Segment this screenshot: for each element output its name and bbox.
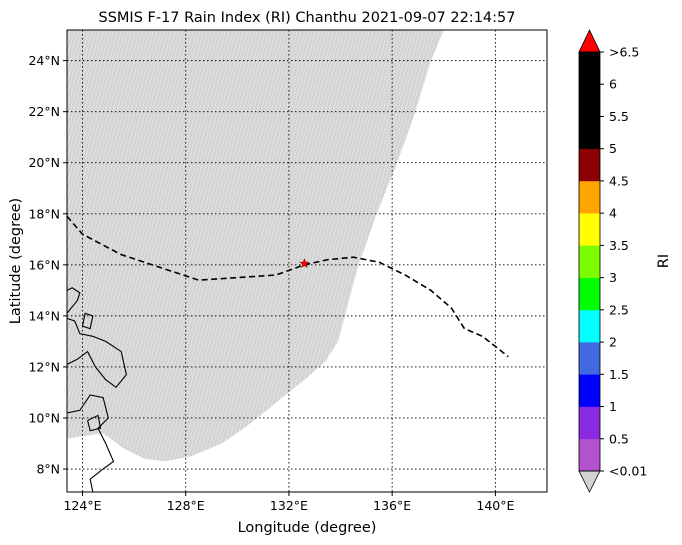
colorbar-under-extension (578, 470, 601, 493)
coastline (87, 414, 102, 432)
coastline (67, 394, 115, 492)
colorbar-over-extension (578, 29, 601, 53)
gridlines (67, 30, 547, 492)
colorbar-tick-label: 5 (609, 141, 617, 156)
lon-tick-label: 136°E (373, 498, 411, 513)
map-layers (67, 30, 547, 492)
longitude-ticks: 124°E 128°E 132°E 136°E 140°E (63, 492, 514, 513)
lat-tick-label: 22°N (28, 104, 60, 119)
colorbar-bin (579, 180, 600, 214)
chart-title: SSMIS F-17 Rain Index (RI) Chanthu 2021-… (99, 10, 516, 26)
colorbar-bin (579, 148, 600, 182)
colorbar-tick-label: 1.5 (609, 367, 629, 382)
colorbar-bin (579, 438, 600, 472)
colorbar-tick-label: 2.5 (609, 302, 629, 317)
lat-tick-label: 10°N (28, 410, 60, 425)
colorbar-bin (579, 342, 600, 375)
colorbar-bin (579, 245, 600, 278)
lat-tick-label: 8°N (36, 462, 60, 477)
colorbar-bin (579, 309, 600, 343)
coastline (67, 287, 81, 314)
colorbar-tick-label: 4 (609, 206, 617, 221)
colorbar-tick-label: 5.5 (609, 109, 629, 124)
x-axis-label: Longitude (degree) (238, 520, 377, 536)
colorbar-bin (579, 213, 600, 246)
colorbar-tick-label: >6.5 (609, 45, 639, 60)
lon-tick-label: 128°E (167, 498, 205, 513)
lat-tick-label: 14°N (28, 308, 60, 323)
colorbar-tick-label: 2 (609, 335, 617, 350)
coastlines (67, 287, 127, 492)
colorbar-bin (579, 374, 600, 407)
colorbar-tick-label: 0.5 (609, 431, 629, 446)
colorbar-bin (579, 52, 600, 85)
colorbar-bin (579, 84, 600, 117)
colorbar-tick-label: 6 (609, 77, 617, 92)
colorbar-tick-label: <0.01 (609, 464, 647, 479)
colorbar-label: RI (656, 254, 672, 268)
colorbar: <0.01 0.5 1 1.5 2 2.5 3 3.5 4 4.5 5 5.5 6 >6.5 (578, 29, 647, 493)
lat-tick-label: 12°N (28, 359, 60, 374)
lat-tick-label: 20°N (28, 155, 60, 170)
map-frame (66, 29, 548, 493)
y-axis-label: Latitude (degree) (8, 198, 24, 324)
colorbar-bin (579, 116, 600, 149)
lat-tick-label: 16°N (28, 257, 60, 272)
colorbar-tick-label: 1 (609, 399, 617, 414)
latitude-ticks: 8°N 10°N 12°N 14°N 16°N 18°N 20°N 22°N 24°N (28, 53, 67, 477)
colorbar-bin (579, 277, 600, 311)
lon-tick-label: 124°E (63, 498, 101, 513)
lat-tick-label: 18°N (28, 206, 60, 221)
lat-tick-label: 24°N (28, 53, 60, 68)
storm-center-marker (299, 258, 310, 268)
colorbar-tick-label: 3 (609, 270, 617, 285)
colorbar-bin (579, 406, 600, 440)
colorbar-frame (578, 51, 601, 472)
coastline (81, 312, 94, 330)
lon-tick-label: 132°E (270, 498, 308, 513)
colorbar-tick-label: 3.5 (609, 238, 629, 253)
lon-tick-label: 140°E (476, 498, 514, 513)
coastline (67, 317, 127, 389)
colorbar-tick-label: 4.5 (609, 173, 629, 188)
